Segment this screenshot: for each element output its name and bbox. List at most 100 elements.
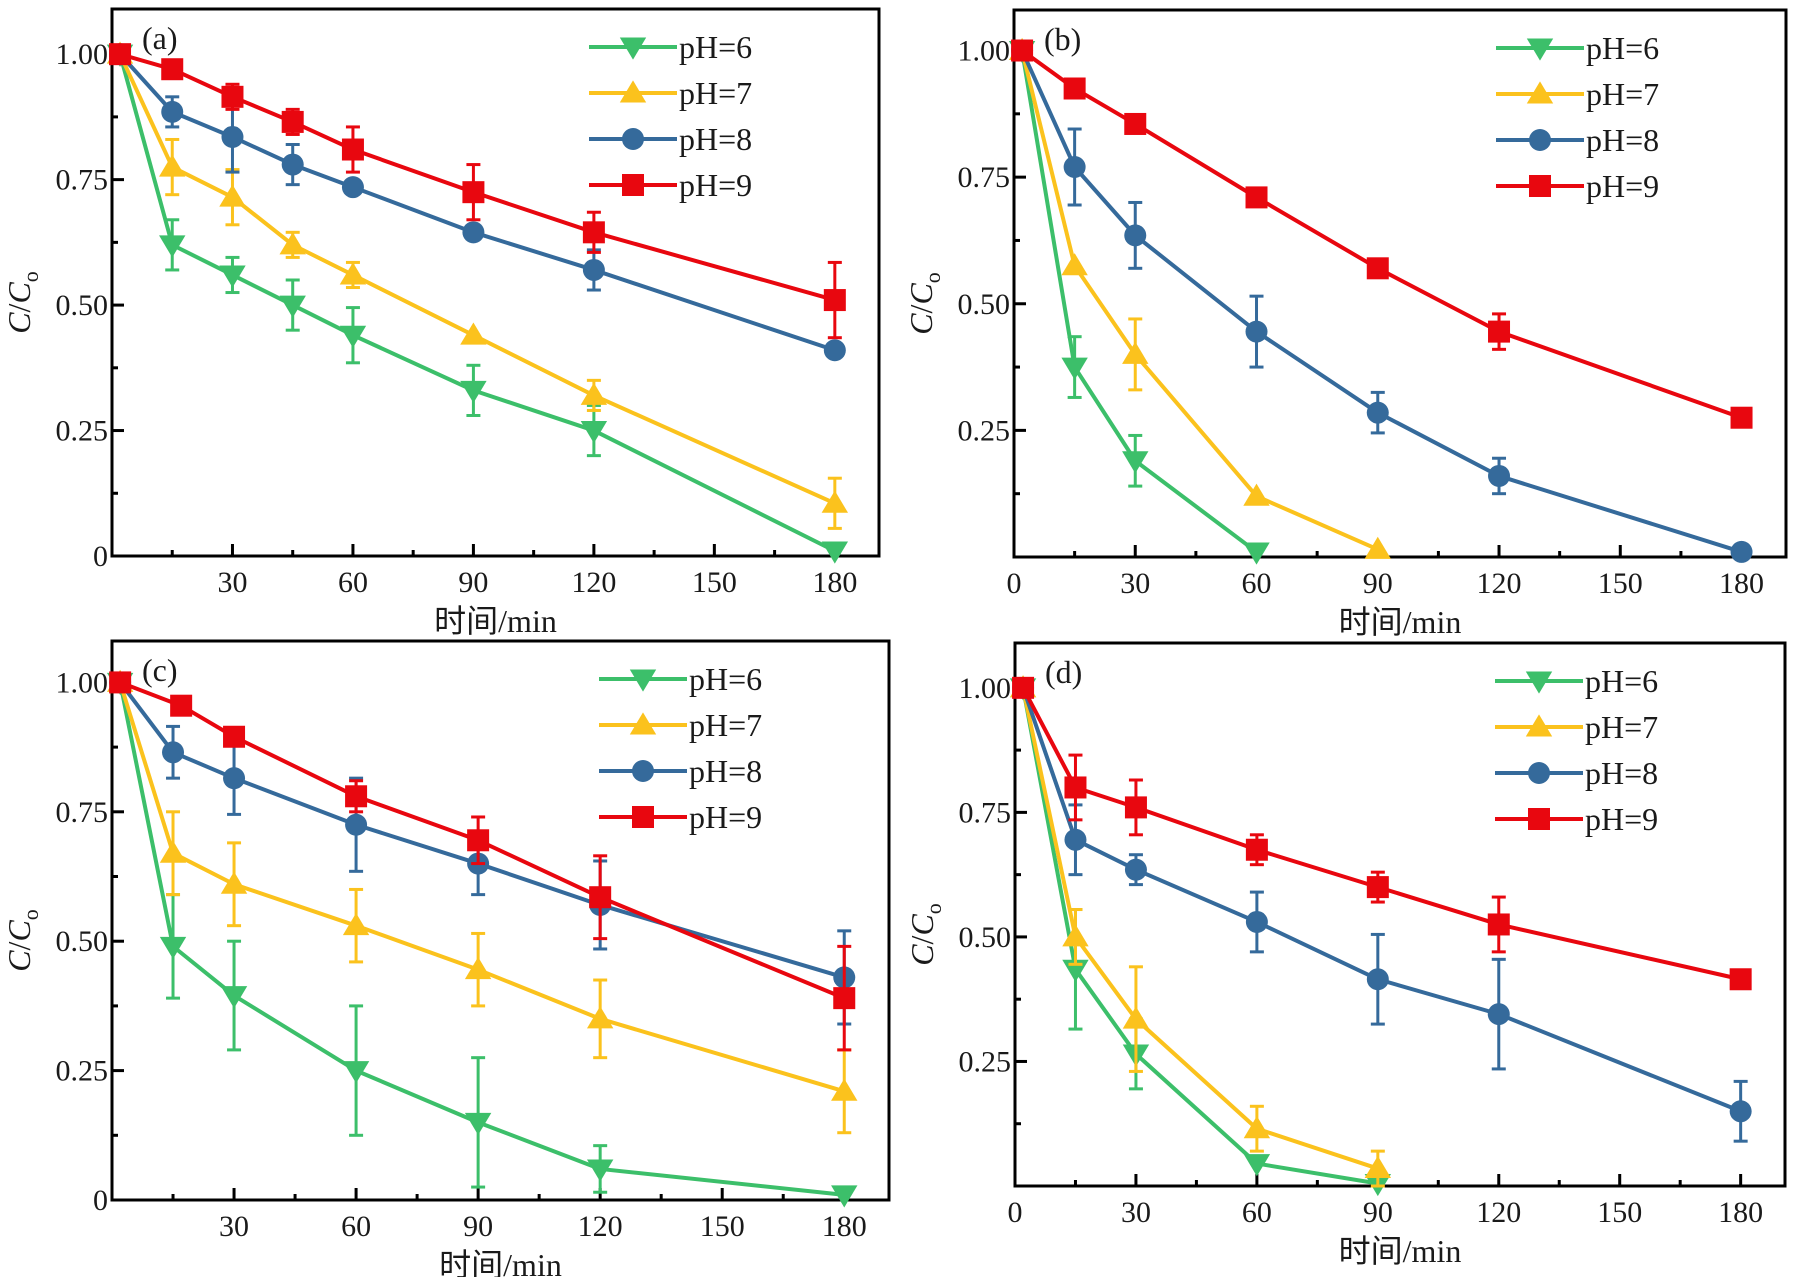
x-tick-label: 120 [571, 566, 616, 599]
y-title-subscript: o [18, 271, 43, 282]
legend-label: pH=6 [1586, 30, 1659, 66]
legend-marker [1529, 175, 1551, 197]
data-point [1063, 156, 1086, 179]
y-title-subscript: o [921, 903, 946, 914]
panel-a: 30 60 90 120 150 180 时间/min 0 0.25 0.50 0.75 1.00 C/… [1, 7, 881, 639]
x-tick-label: 90 [1363, 1196, 1393, 1229]
legend-marker [629, 669, 657, 692]
legend-marker [1529, 129, 1551, 151]
series-ph-7 [106, 41, 849, 530]
legend-label: pH=9 [1586, 168, 1659, 204]
data-point [1366, 401, 1389, 424]
data-point [1064, 828, 1087, 851]
y-axis: 0.25 0.50 0.75 1.00 C/Co [904, 672, 1027, 1126]
data-point [219, 184, 246, 207]
y-axis: 0 0.25 0.50 0.75 1.00 C/Co [1, 38, 124, 573]
y-tick-label: 1.00 [958, 35, 1011, 68]
data-point [1061, 357, 1088, 380]
legend: pH=6 pH=7 pH=8 pH=9 [589, 29, 752, 203]
legend-item: pH=8 [599, 753, 762, 789]
y-tick-label: 0.25 [56, 1055, 109, 1088]
x-tick-label: 60 [1242, 1196, 1272, 1229]
legend-item: pH=8 [1496, 122, 1659, 158]
data-point [342, 1061, 370, 1084]
y-title-c0: C [1, 282, 37, 304]
y-title-c0: C [1, 920, 37, 942]
plot-frame [110, 639, 891, 1202]
data-point [1011, 39, 1034, 62]
y-tick-label: 0.25 [959, 1045, 1012, 1078]
legend-label: pH=8 [1586, 122, 1659, 158]
x-tick-label: 180 [812, 566, 857, 599]
y-tick-label: 0.25 [56, 415, 109, 448]
y-tick-label: 0.75 [56, 796, 109, 829]
y-axis-title: C/Co [904, 903, 946, 966]
series-ph-8 [1012, 676, 1752, 1143]
data-point [1124, 796, 1147, 819]
plot-frame [1012, 8, 1788, 559]
data-point [823, 289, 846, 312]
data-point [1730, 406, 1753, 429]
legend-item: pH=9 [1496, 168, 1659, 204]
legend-marker [619, 37, 647, 60]
panel-label: (a) [142, 20, 178, 56]
data-point [1487, 913, 1510, 936]
data-point [1245, 320, 1268, 343]
legend-item: pH=6 [1496, 30, 1659, 66]
legend: pH=6 pH=7 pH=8 pH=9 [599, 661, 762, 835]
legend-item: pH=6 [1495, 663, 1658, 699]
y-title-c: C [904, 944, 940, 966]
data-point [279, 232, 306, 255]
data-point [1243, 1116, 1271, 1139]
series-ph-9 [109, 671, 856, 1052]
data-point [281, 153, 304, 176]
panel-label: (c) [142, 652, 178, 688]
legend-label: pH=6 [689, 661, 762, 697]
x-tick-label: 60 [338, 566, 368, 599]
data-point [582, 221, 605, 244]
series-line [1020, 50, 1379, 552]
legend-marker [1526, 81, 1554, 104]
data-point [460, 380, 487, 404]
data-point [1063, 77, 1086, 100]
data-point [1124, 112, 1147, 135]
data-point [821, 490, 849, 513]
data-point [221, 85, 244, 108]
data-point [460, 322, 487, 345]
data-point [1122, 1006, 1150, 1029]
legend-label: pH=9 [679, 167, 752, 203]
x-tick-label: 120 [1477, 567, 1522, 600]
data-point [462, 221, 485, 244]
y-title-c: C [903, 313, 939, 335]
y-title-c0: C [904, 914, 940, 936]
legend-item: pH=9 [599, 799, 762, 835]
y-tick-label: 0.50 [958, 288, 1011, 321]
data-point [1243, 1154, 1271, 1177]
y-tick-label: 0.75 [56, 164, 109, 197]
data-point [1245, 838, 1268, 861]
legend-label: pH=6 [679, 29, 752, 65]
y-title-c: C [1, 312, 37, 334]
x-tick-label: 90 [1363, 567, 1393, 600]
y-title-c: C [1, 950, 37, 972]
legend: pH=6 pH=7 pH=8 pH=9 [1496, 30, 1659, 204]
x-axis: 0 30 60 90 120 150 180 时间/min [1007, 545, 1764, 640]
legend-item: pH=6 [599, 661, 762, 697]
x-tick-label: 90 [463, 1210, 493, 1243]
x-axis-title: 时间/min [439, 1247, 562, 1277]
legend-item: pH=7 [589, 75, 752, 111]
data-point [1366, 257, 1389, 280]
legend-label: pH=7 [1585, 709, 1658, 745]
data-point [833, 987, 856, 1010]
legend-marker [632, 760, 654, 782]
data-point [1729, 1100, 1752, 1123]
x-tick-label: 150 [700, 1210, 745, 1243]
x-tick-label: 0 [1008, 1196, 1023, 1229]
panel-c: 30 60 90 120 150 180 时间/min 0 0.25 0.50 0.75 1.00 C/… [1, 639, 891, 1277]
legend-label: pH=7 [689, 707, 762, 743]
legend-marker [1526, 38, 1554, 61]
x-axis-title: 时间/min [1339, 604, 1462, 640]
data-point [220, 986, 248, 1009]
y-tick-label: 0.50 [959, 921, 1012, 954]
